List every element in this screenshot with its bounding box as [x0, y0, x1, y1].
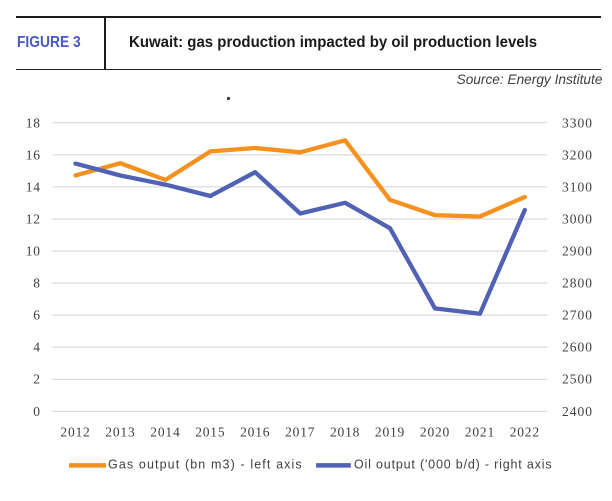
svg-text:2012: 2012 — [60, 425, 90, 440]
svg-text:2015: 2015 — [195, 425, 225, 440]
svg-text:2018: 2018 — [330, 425, 360, 440]
svg-text:3000: 3000 — [562, 211, 593, 226]
svg-text:10: 10 — [26, 244, 41, 259]
svg-text:0: 0 — [33, 404, 41, 419]
svg-text:2800: 2800 — [562, 276, 593, 291]
svg-text:2014: 2014 — [150, 425, 180, 440]
svg-text:Gas output (bn m3) - left axis: Gas output (bn m3) - left axis — [108, 458, 303, 472]
svg-text:2022: 2022 — [510, 425, 540, 440]
svg-text:2900: 2900 — [562, 244, 593, 259]
svg-text:6: 6 — [33, 308, 41, 323]
svg-text:14: 14 — [26, 179, 41, 194]
svg-text:2600: 2600 — [562, 340, 593, 355]
svg-text:2: 2 — [33, 372, 41, 387]
svg-text:2016: 2016 — [240, 425, 270, 440]
svg-text:2013: 2013 — [105, 425, 135, 440]
svg-text:18: 18 — [26, 115, 41, 130]
svg-text:3300: 3300 — [562, 115, 593, 130]
svg-text:2400: 2400 — [562, 404, 593, 419]
svg-text:2700: 2700 — [562, 308, 593, 323]
svg-text:3100: 3100 — [562, 179, 593, 194]
svg-text:2017: 2017 — [285, 425, 315, 440]
svg-text:16: 16 — [26, 147, 41, 162]
svg-text:Oil output ('000 b/d) - right: Oil output ('000 b/d) - right axis — [354, 458, 552, 472]
svg-text:2021: 2021 — [465, 425, 495, 440]
svg-text:2019: 2019 — [375, 425, 405, 440]
svg-text:8: 8 — [33, 276, 41, 291]
svg-text:3200: 3200 — [562, 147, 593, 162]
svg-text:2500: 2500 — [562, 372, 593, 387]
svg-text:12: 12 — [26, 211, 41, 226]
svg-text:2020: 2020 — [420, 425, 450, 440]
svg-text:4: 4 — [33, 340, 41, 355]
